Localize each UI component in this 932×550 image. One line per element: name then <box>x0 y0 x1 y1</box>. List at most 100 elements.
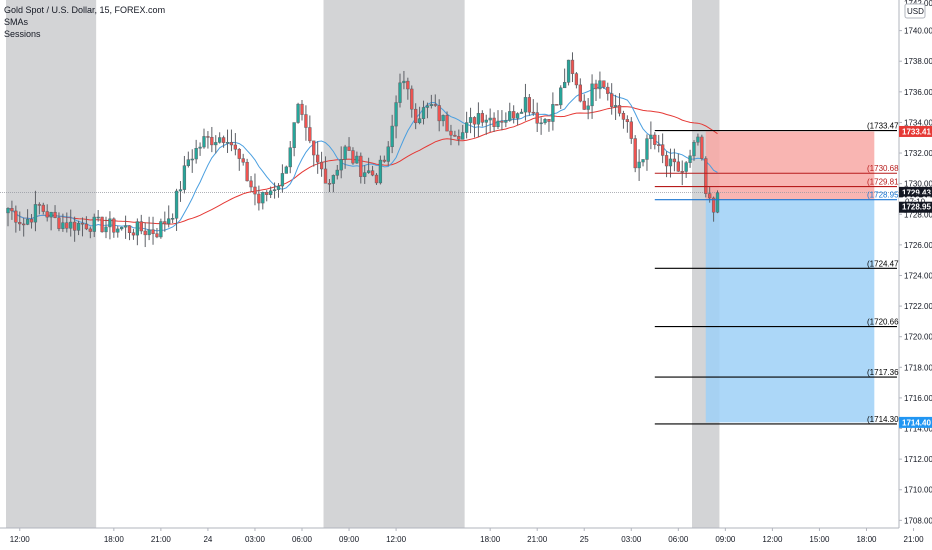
candle-body[interactable] <box>296 103 300 123</box>
candle-body[interactable] <box>233 144 238 150</box>
candle-body[interactable] <box>551 104 555 122</box>
candle-body[interactable] <box>304 114 308 128</box>
candle-body[interactable] <box>288 147 292 168</box>
candle-body[interactable] <box>104 226 108 233</box>
candle-body[interactable] <box>641 159 645 163</box>
take-profit-zone[interactable] <box>705 199 875 423</box>
candle-body[interactable] <box>363 172 367 177</box>
candle-body[interactable] <box>590 83 594 107</box>
candle-body[interactable] <box>684 162 688 172</box>
candle-body[interactable] <box>182 165 187 190</box>
candle-body[interactable] <box>186 159 190 166</box>
candle-body[interactable] <box>76 222 81 231</box>
price-tag[interactable] <box>899 416 932 428</box>
candle-body[interactable] <box>131 232 136 236</box>
candle-body[interactable] <box>123 225 128 228</box>
price-tag-entry[interactable] <box>899 201 932 213</box>
candle-body[interactable] <box>598 80 602 90</box>
candle-body[interactable] <box>170 218 175 220</box>
candle-body[interactable] <box>359 155 363 177</box>
candle-body[interactable] <box>143 230 147 236</box>
candle-body[interactable] <box>402 80 406 84</box>
candle-body[interactable] <box>421 107 426 119</box>
candle-body[interactable] <box>343 146 347 160</box>
candle-body[interactable] <box>500 120 504 123</box>
price-tag[interactable] <box>899 186 932 198</box>
candle-body[interactable] <box>508 111 512 121</box>
candle-body[interactable] <box>543 119 547 124</box>
candle-body[interactable] <box>174 190 179 219</box>
candle-body[interactable] <box>390 125 394 148</box>
candle-body[interactable] <box>586 105 590 110</box>
candle-body[interactable] <box>41 204 45 212</box>
legend-indicator-smas[interactable]: SMAs <box>4 17 29 27</box>
candle-body[interactable] <box>323 168 328 184</box>
candle-body[interactable] <box>410 88 414 110</box>
candle-body[interactable] <box>237 148 241 159</box>
candle-body[interactable] <box>645 138 649 160</box>
candle-body[interactable] <box>406 80 410 90</box>
candle-body[interactable] <box>578 84 582 102</box>
candle-body[interactable] <box>480 113 484 123</box>
candle-body[interactable] <box>265 191 269 195</box>
candle-body[interactable] <box>194 147 198 160</box>
candle-body[interactable] <box>355 155 359 164</box>
candle-body[interactable] <box>33 204 38 223</box>
candle-body[interactable] <box>445 115 449 132</box>
candle-body[interactable] <box>512 111 516 119</box>
candle-body[interactable] <box>206 136 210 138</box>
candle-body[interactable] <box>637 161 641 169</box>
candle-body[interactable] <box>300 103 304 115</box>
candle-body[interactable] <box>570 59 575 74</box>
price-tag[interactable] <box>899 125 932 137</box>
candle-body[interactable] <box>562 82 567 89</box>
candle-body[interactable] <box>312 140 316 156</box>
candle-body[interactable] <box>539 122 543 125</box>
candle-body[interactable] <box>594 83 598 90</box>
candle-body[interactable] <box>429 104 434 106</box>
candle-body[interactable] <box>225 142 230 144</box>
candle-body[interactable] <box>613 105 618 107</box>
candle-body[interactable] <box>374 174 379 184</box>
candle-body[interactable] <box>37 204 42 206</box>
candle-body[interactable] <box>257 193 261 204</box>
candle-body[interactable] <box>229 142 234 146</box>
candle-body[interactable] <box>625 119 630 123</box>
candle-body[interactable] <box>347 146 351 151</box>
candle-body[interactable] <box>92 216 96 232</box>
candle-body[interactable] <box>692 141 696 157</box>
candle-body[interactable] <box>6 208 10 214</box>
candle-body[interactable] <box>425 105 430 108</box>
currency-badge[interactable] <box>904 3 926 19</box>
candle-body[interactable] <box>80 222 85 225</box>
candle-body[interactable] <box>457 136 461 140</box>
candle-body[interactable] <box>280 173 285 187</box>
candle-body[interactable] <box>351 150 355 164</box>
candle-body[interactable] <box>331 175 336 184</box>
candle-body[interactable] <box>245 161 249 182</box>
candle-body[interactable] <box>151 229 155 234</box>
candle-body[interactable] <box>249 180 253 188</box>
candle-body[interactable] <box>57 217 61 229</box>
candle-body[interactable] <box>292 122 296 148</box>
candle-body[interactable] <box>417 118 422 124</box>
candle-body[interactable] <box>668 158 673 167</box>
candle-body[interactable] <box>653 134 657 145</box>
stop-loss-zone[interactable] <box>705 131 875 200</box>
candle-body[interactable] <box>65 222 69 229</box>
legend-symbol[interactable]: Gold Spot / U.S. Dollar, 15, FOREX.com <box>4 5 166 15</box>
candle-body[interactable] <box>437 105 441 122</box>
candle-body[interactable] <box>453 134 457 137</box>
candle-body[interactable] <box>472 117 477 125</box>
candle-body[interactable] <box>523 97 528 113</box>
candle-body[interactable] <box>433 104 437 106</box>
candle-body[interactable] <box>492 117 496 127</box>
candle-body[interactable] <box>547 119 551 122</box>
candle-body[interactable] <box>218 137 222 143</box>
candle-body[interactable] <box>155 233 159 238</box>
candle-body[interactable] <box>261 191 265 204</box>
candle-body[interactable] <box>190 158 194 161</box>
candle-body[interactable] <box>272 189 277 192</box>
candle-body[interactable] <box>276 185 281 190</box>
